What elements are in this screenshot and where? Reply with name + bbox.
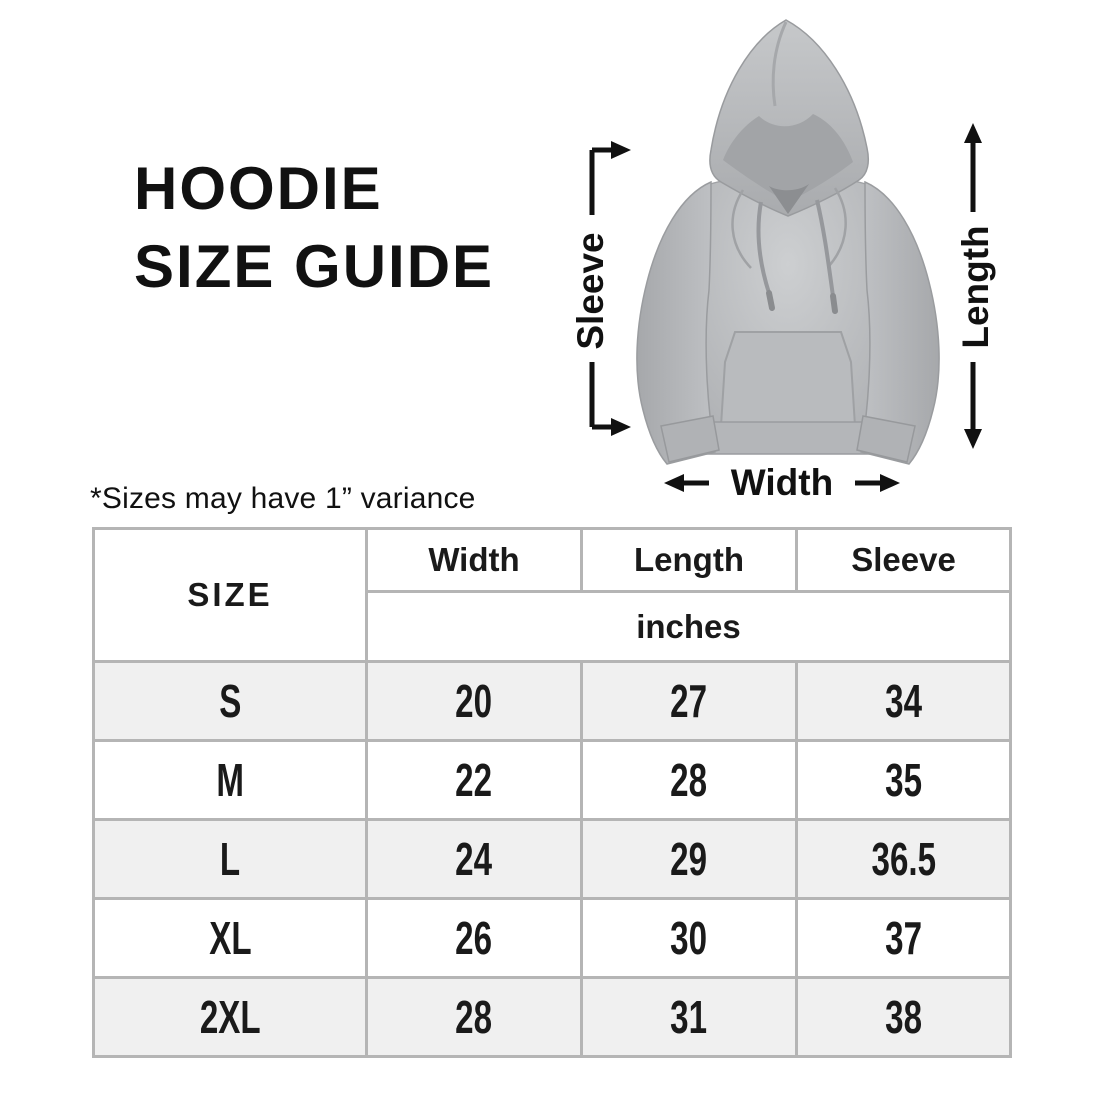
length-cell: 28	[580, 739, 798, 821]
length-cell: 30	[580, 897, 798, 979]
length-value: 29	[670, 833, 708, 885]
table-row: XL 26 30 37	[92, 897, 1012, 979]
width-cell: 24	[365, 818, 583, 900]
col-header-sleeve: Sleeve	[795, 527, 1012, 593]
arrowhead-right-icon	[880, 474, 900, 492]
length-value: 27	[670, 675, 708, 727]
width-cell: 20	[365, 660, 583, 742]
size-value: XL	[208, 912, 252, 964]
table-row: 2XL 28 31 38	[92, 976, 1012, 1058]
sleeve-value: 38	[885, 991, 922, 1043]
sleeve-cell: 37	[795, 897, 1012, 979]
size-value: 2XL	[199, 991, 261, 1043]
sleeve-value: 35	[885, 754, 922, 806]
col-header-width: Width	[365, 527, 583, 593]
arrowhead-left-icon	[664, 474, 684, 492]
sleeve-cell: 35	[795, 739, 1012, 821]
size-cell: S	[92, 660, 368, 742]
width-label: Width	[731, 462, 833, 503]
width-cell: 22	[365, 739, 583, 821]
page-title-line1: HOODIE	[134, 155, 383, 222]
length-cell: 27	[580, 660, 798, 742]
size-cell: M	[92, 739, 368, 821]
page-title-line2: SIZE GUIDE	[134, 233, 495, 300]
col-header-length: Length	[580, 527, 798, 593]
hoodie-diagram-svg: Sleeve Length Width	[570, 19, 996, 503]
arrowhead-down-icon	[964, 429, 982, 449]
size-header-cell: SIZE	[92, 527, 368, 663]
sleeve-value: 37	[885, 912, 922, 964]
length-value: 28	[670, 754, 708, 806]
length-cell: 31	[580, 976, 798, 1058]
table-row: M 22 28 35	[92, 739, 1012, 821]
width-value: 28	[455, 991, 493, 1043]
size-value: S	[218, 675, 242, 727]
width-value: 20	[455, 675, 493, 727]
sleeve-measure-arrow: Sleeve	[570, 141, 631, 436]
length-value: 30	[670, 912, 708, 964]
length-measure-arrow: Length	[955, 123, 996, 449]
sleeve-cell: 36.5	[795, 818, 1012, 900]
size-value: M	[216, 754, 244, 806]
width-cell: 26	[365, 897, 583, 979]
hoodie-size-diagram: Sleeve Length Width	[545, 0, 1100, 522]
sleeve-label: Sleeve	[570, 232, 611, 349]
length-cell: 29	[580, 818, 798, 900]
width-measure-arrow: Width	[664, 462, 900, 503]
variance-note: *Sizes may have 1” variance	[90, 482, 476, 515]
width-value: 26	[455, 912, 493, 964]
table-row: L 24 29 36.5	[92, 818, 1012, 900]
sleeve-value: 34	[885, 675, 922, 727]
arrowhead-right-icon	[611, 418, 631, 436]
width-value: 22	[455, 754, 493, 806]
page-title: HOODIE SIZE GUIDE	[134, 150, 494, 306]
arrowhead-up-icon	[964, 123, 982, 143]
hoodie-illustration	[636, 19, 940, 465]
table-row: S 20 27 34	[92, 660, 1012, 742]
sleeve-value: 36.5	[871, 833, 936, 885]
unit-cell: inches	[365, 590, 1012, 663]
size-cell: XL	[92, 897, 368, 979]
table-header-row: SIZE Width Length Sleeve	[92, 527, 1012, 663]
arrowhead-right-icon	[611, 141, 631, 159]
size-cell: L	[92, 818, 368, 900]
sleeve-cell: 38	[795, 976, 1012, 1058]
size-table: SIZE Width Length Sleeve inches S 20 27 …	[92, 527, 1012, 1058]
width-value: 24	[455, 833, 493, 885]
length-label: Length	[955, 225, 996, 348]
width-cell: 28	[365, 976, 583, 1058]
size-cell: 2XL	[92, 976, 368, 1058]
length-value: 31	[670, 991, 708, 1043]
sleeve-cell: 34	[795, 660, 1012, 742]
size-value: L	[219, 833, 241, 885]
unit-row: inches	[94, 590, 1012, 663]
